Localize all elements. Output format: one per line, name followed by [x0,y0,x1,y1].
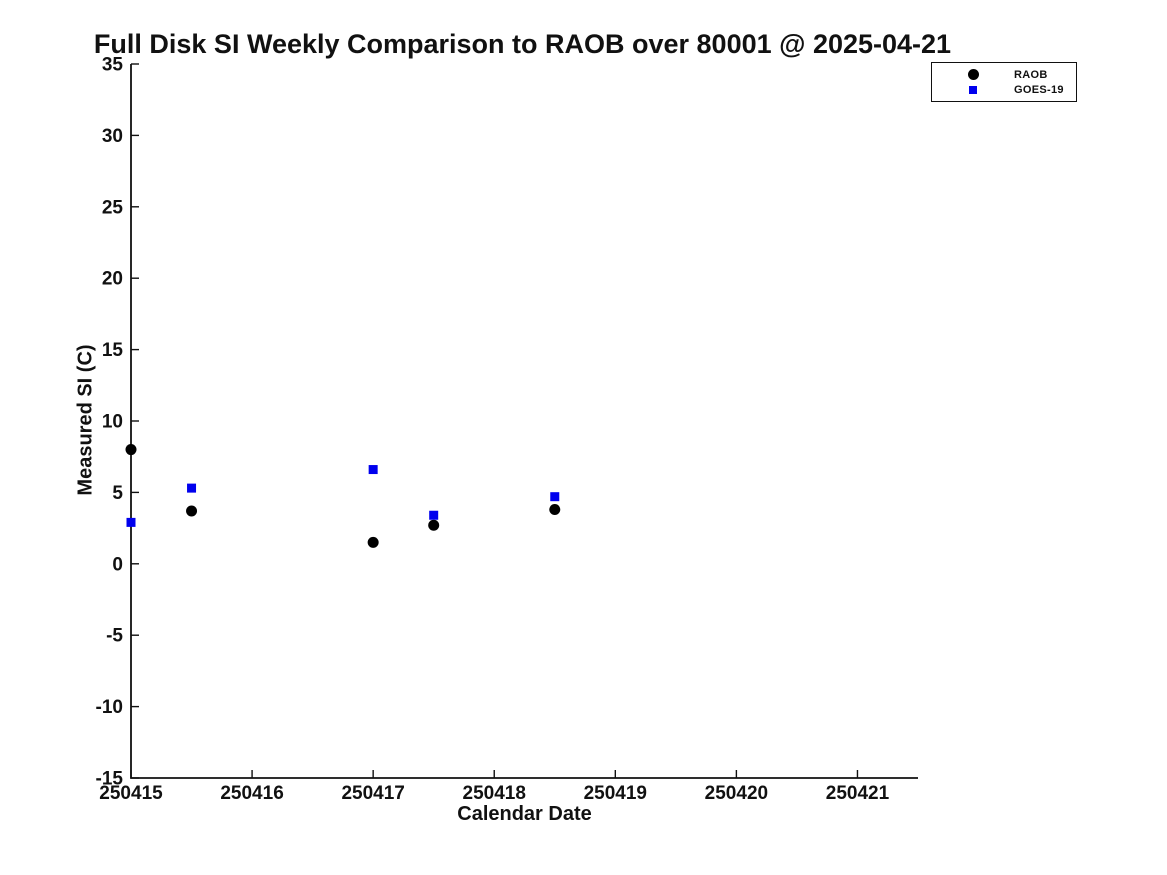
legend-marker-cell [932,69,1014,80]
legend: RAOB GOES-19 [931,62,1077,102]
raob-circle-marker-icon [967,69,979,80]
y-tick-label: 20 [102,269,123,290]
data-point-raob [549,504,561,516]
data-point-goes-19 [126,517,136,527]
x-tick-label: 250418 [463,783,526,804]
x-tick-label: 250417 [341,783,404,804]
x-tick-label: 250419 [584,783,647,804]
y-tick-label: 30 [102,126,123,147]
data-point-raob [367,536,379,548]
x-tick-label: 250415 [99,783,163,804]
data-point-goes-19 [550,492,560,502]
data-point-raob [186,505,198,517]
x-axis-label: Calendar Date [457,803,592,825]
y-tick-label: 35 [102,55,124,76]
chart-title: Full Disk SI Weekly Comparison to RAOB o… [93,29,952,59]
x-tick-label: 250420 [705,783,768,804]
data-point-goes-19 [368,465,378,475]
legend-item-goes-19: GOES-19 [932,82,1076,97]
x-tick-label: 250421 [826,783,890,804]
legend-label-goes-19: GOES-19 [1014,83,1064,96]
y-axis-label: Measured SI (C) [74,344,97,496]
x-tick-label: 250416 [220,783,283,804]
y-tick-label: -5 [106,626,123,647]
data-point-raob [428,519,440,531]
y-tick-label: 5 [112,483,123,504]
y-tick-label: -10 [96,697,123,718]
data-point-raob [125,444,137,456]
goes-19-square-marker-icon [969,85,977,94]
data-point-goes-19 [187,483,197,493]
legend-marker-cell [932,85,1014,94]
y-tick-label: -15 [96,769,124,790]
legend-label-raob: RAOB [1014,68,1048,81]
axis-spine [130,64,918,779]
y-tick-label: 25 [102,197,124,218]
y-tick-label: 10 [102,412,123,433]
y-tick-label: 15 [102,340,124,361]
legend-item-raob: RAOB [932,67,1076,82]
y-tick-label: 0 [112,554,123,575]
data-point-goes-19 [429,510,439,520]
